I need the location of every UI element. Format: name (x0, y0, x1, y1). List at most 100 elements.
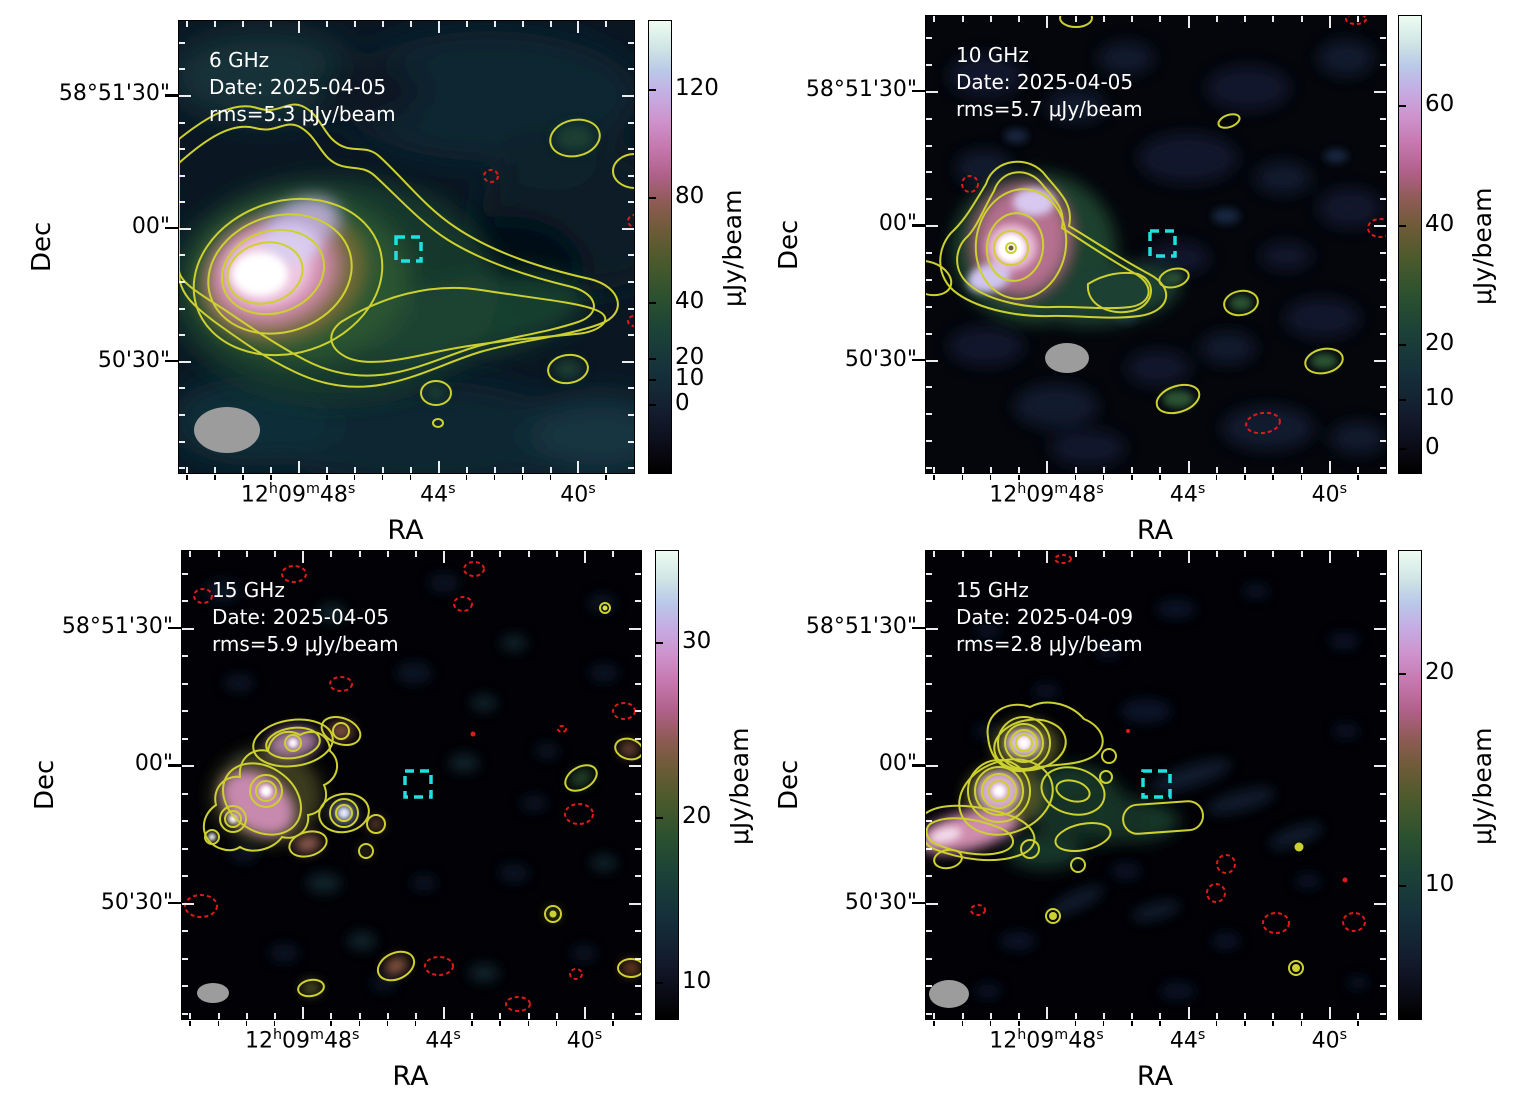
axis-tick (179, 254, 185, 257)
axis-tick (182, 792, 188, 795)
axis-tick (1244, 467, 1247, 473)
axis-tick (926, 171, 932, 174)
axis-tick (179, 148, 185, 151)
beam-ellipse (1045, 343, 1089, 373)
axis-tick-outer (270, 475, 272, 480)
axis-tick-outer (1300, 1021, 1303, 1026)
axis-tick (186, 21, 189, 27)
axis-tick (182, 600, 188, 603)
axis-tick (628, 201, 634, 204)
axis-tick (182, 682, 188, 685)
axis-tick (1380, 957, 1386, 960)
ra-tick-label: 40s (1312, 1027, 1347, 1054)
colorbar-tick (649, 378, 656, 381)
axis-tick (217, 1013, 220, 1019)
axis-tick-outer (273, 1021, 276, 1026)
ra-tick-labels: 12h09m48s 44s 40s (925, 1027, 1385, 1059)
axis-tick (214, 467, 217, 473)
axis-tick (1300, 1013, 1303, 1019)
ra-tick-part: 40 (1311, 1028, 1340, 1054)
ra-tick-superscript: s (1096, 481, 1104, 497)
axis-tick (989, 467, 992, 473)
ra-tick-label: 40s (560, 481, 595, 508)
axis-tick (1328, 16, 1331, 28)
colorbar-tick (649, 197, 656, 200)
date-label: Date: 2025-04-05 (212, 605, 390, 629)
ra-tick-part: 40 (566, 1028, 595, 1054)
axis-tick (179, 387, 185, 390)
axis-tick (635, 930, 641, 933)
dec-tick-label: 00" (131, 213, 170, 239)
axis-tick (926, 225, 938, 228)
axis-tick (179, 41, 185, 44)
axis-tick-outer (1244, 1021, 1246, 1026)
ra-tick-superscript: s (1197, 1027, 1206, 1043)
axis-tick (1380, 710, 1386, 713)
axis-tick-outer (165, 359, 178, 363)
ra-tick-part: 44 (425, 1028, 454, 1054)
positive-contours (202, 602, 641, 998)
axis-tick (1380, 792, 1386, 795)
axis-tick (926, 144, 932, 147)
axis-tick-outer (217, 1021, 220, 1026)
axis-tick-outer (168, 764, 181, 767)
ra-tick-label: 40s (1312, 481, 1347, 508)
axis-tick (926, 765, 938, 768)
axis-tick (926, 985, 932, 988)
axis-tick-outer (1018, 1021, 1020, 1026)
axis-tick (179, 334, 185, 337)
ra-tick-part: 48 (1068, 1028, 1097, 1054)
axis-tick (629, 627, 641, 630)
axis-tick (1380, 847, 1386, 850)
axis-tick (1187, 461, 1190, 473)
axis-tick-outer (414, 1021, 417, 1026)
axis-tick (926, 820, 932, 823)
frequency-label: 15 GHz (956, 578, 1029, 602)
axis-tick-outer (521, 475, 524, 480)
beam-ellipse (197, 983, 229, 1003)
axis-tick-outer (555, 1021, 558, 1026)
colorbar (1398, 15, 1422, 474)
axis-tick (635, 875, 641, 878)
dec-tick-label: 50'30" (844, 890, 917, 916)
axis-tick (926, 737, 932, 740)
axis-tick (1018, 1013, 1021, 1019)
axis-tick (926, 930, 932, 933)
dec-tick-label: 58°51'30" (61, 613, 173, 639)
axis-tick (179, 360, 191, 363)
ra-tick-superscript: m (1054, 481, 1069, 497)
axis-tick (302, 1007, 305, 1019)
axis-tick (933, 1013, 936, 1019)
axis-tick (926, 655, 932, 658)
axis-tick (1215, 551, 1218, 557)
colorbar-tick-labels: 20 10 (1425, 550, 1495, 1018)
colorbar-tick-label: 20 (675, 344, 705, 371)
axis-tick (499, 1013, 502, 1019)
negative-contours (970, 554, 1366, 934)
axis-tick (182, 710, 188, 713)
rms-label: rms=5.7 μJy/beam (956, 97, 1143, 121)
negative-contours (961, 16, 1386, 435)
colorbar-tick (1399, 885, 1406, 888)
rms-label: rms=2.8 μJy/beam (956, 632, 1143, 656)
ra-axis-label: RA (1136, 1061, 1174, 1092)
axis-tick-outer (1215, 1021, 1218, 1026)
axis-tick (1244, 16, 1247, 22)
axis-tick-outer (471, 1021, 473, 1026)
axis-tick (353, 467, 356, 473)
axis-tick-outer (989, 1021, 992, 1026)
axis-tick (179, 281, 185, 284)
axis-tick (933, 16, 936, 22)
dec-tick-label: 00" (878, 211, 917, 237)
colorbar-tick-label: 20 (1425, 330, 1455, 357)
axis-tick (182, 572, 188, 575)
axis-tick (245, 551, 248, 557)
axis-tick (1380, 171, 1386, 174)
axis-tick-outer (165, 94, 178, 97)
axis-tick-outer (1215, 475, 1218, 480)
colorbar-tick-label: 10 (1425, 385, 1455, 412)
axis-tick (1374, 359, 1386, 362)
panel-annotation: 15 GHz Date: 2025-04-09 rms=2.8 μJy/beam (956, 577, 1143, 658)
axis-tick (926, 413, 932, 416)
axis-tick (326, 21, 329, 27)
